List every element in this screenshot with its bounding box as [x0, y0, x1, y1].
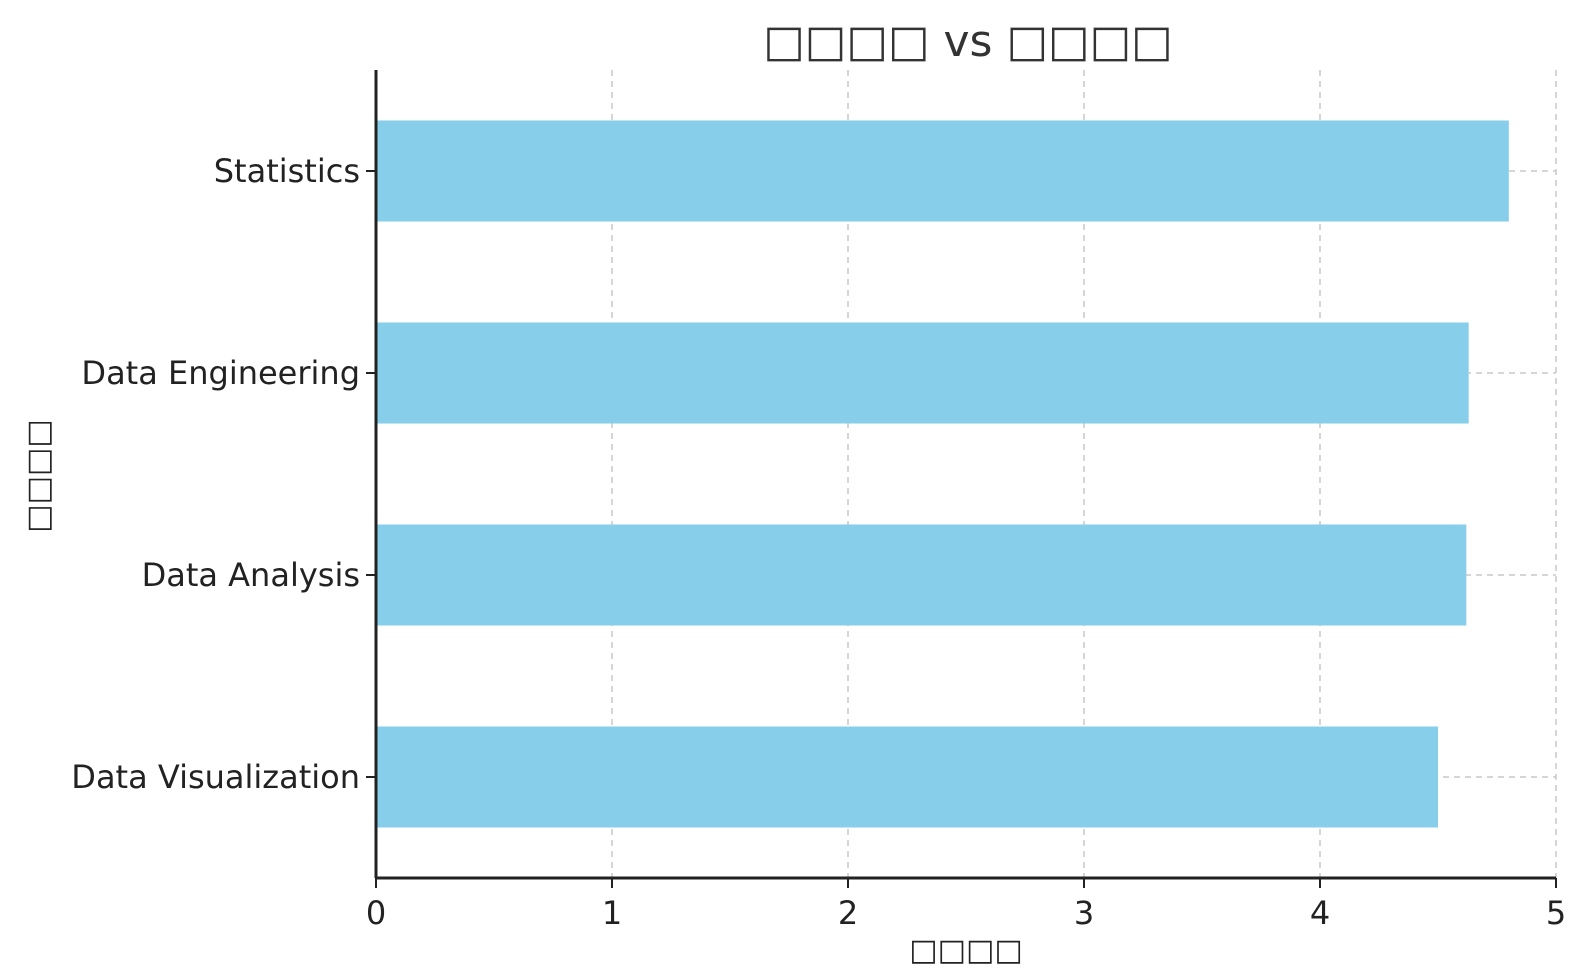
x-ticks: 0 1 2 3 4 5: [366, 878, 1566, 932]
x-tick-label-2: 2: [838, 894, 858, 932]
axes: [374, 70, 1556, 880]
bar-statistics: [376, 120, 1509, 222]
x-tick-label-5: 5: [1546, 894, 1566, 932]
y-axis-label: □□□□: [21, 419, 56, 532]
y-ticks: Statistics Data Engineering Data Analysis D…: [71, 152, 376, 796]
y-tick-label-data-engineering: Data Engineering: [81, 354, 360, 392]
y-tick-label-data-analysis: Data Analysis: [142, 556, 360, 594]
x-tick-label-4: 4: [1310, 894, 1330, 932]
bars: [376, 120, 1509, 828]
y-tick-label-data-visualization: Data Visualization: [71, 758, 360, 796]
bar-data-analysis: [376, 524, 1467, 626]
x-axis-label: □□□□: [909, 933, 1022, 968]
y-tick-label-statistics: Statistics: [214, 152, 360, 190]
x-tick-label-3: 3: [1074, 894, 1094, 932]
x-tick-label-1: 1: [602, 894, 622, 932]
x-tick-label-0: 0: [366, 894, 386, 932]
bar-data-visualization: [376, 726, 1438, 828]
chart-title: □□□□ vs □□□□: [763, 16, 1173, 67]
bar-data-engineering: [376, 322, 1469, 424]
